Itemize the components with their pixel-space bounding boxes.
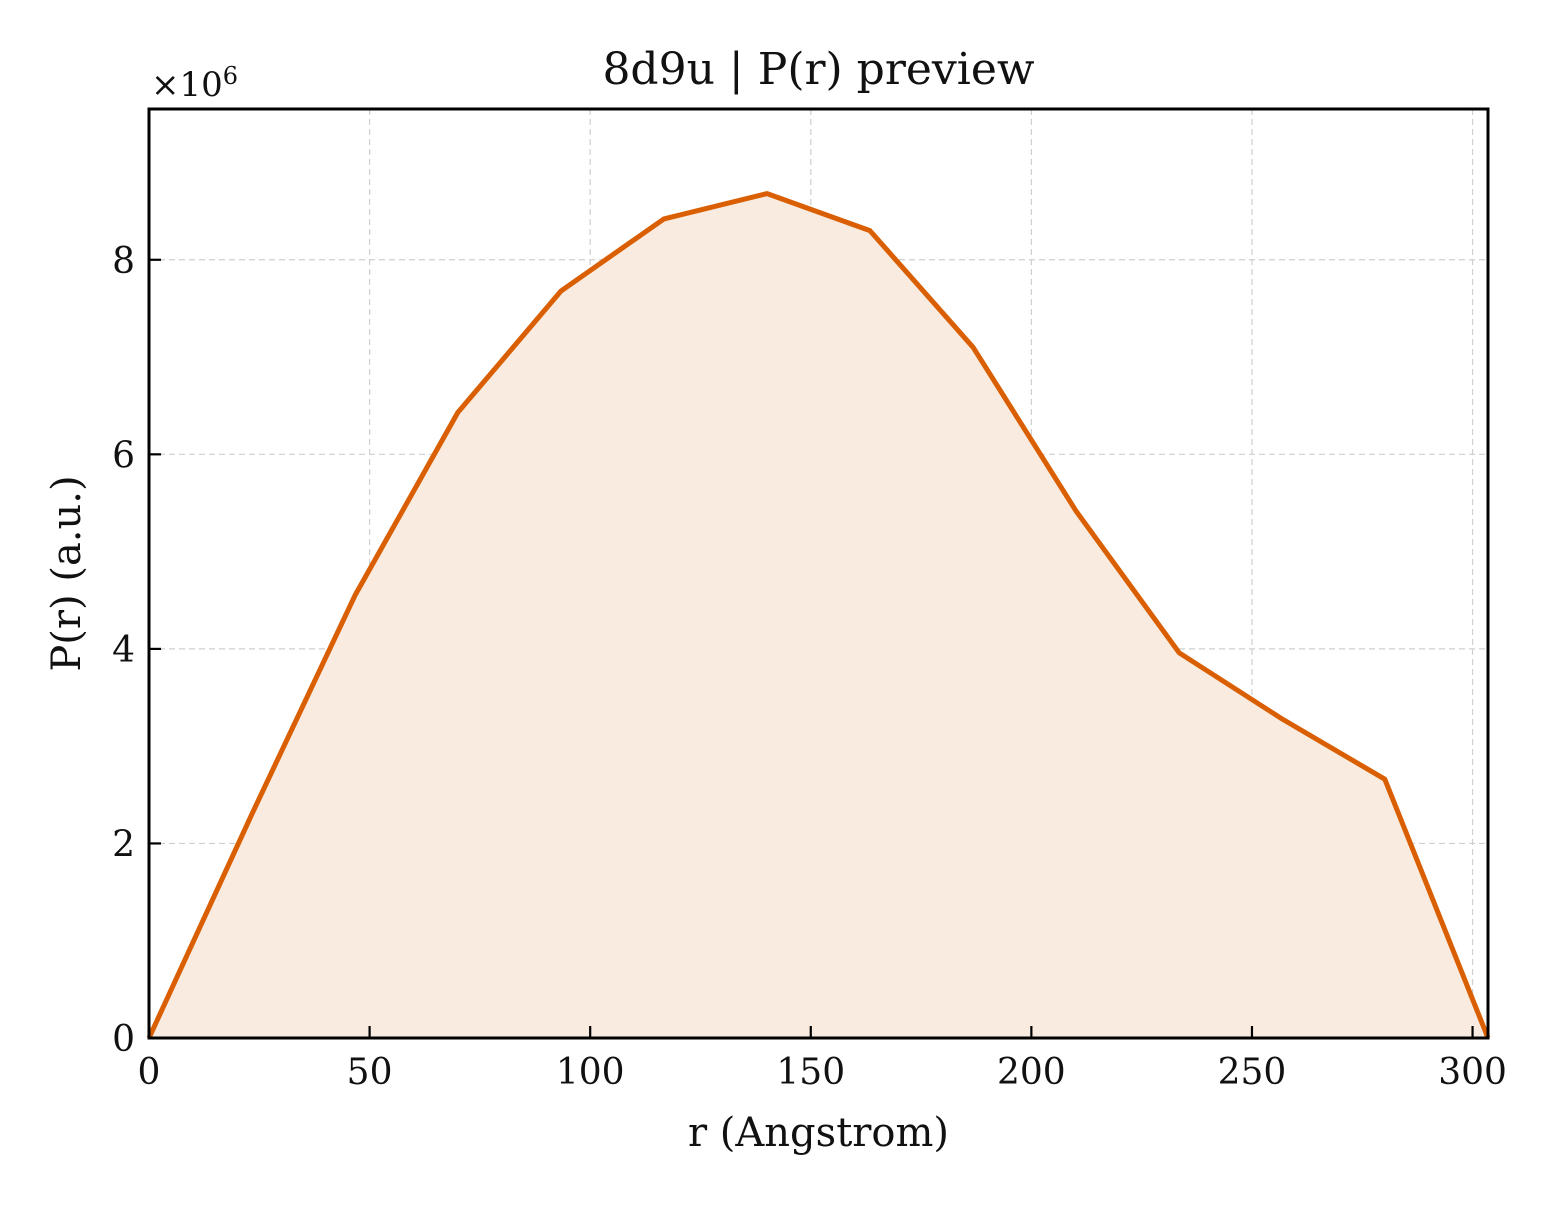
x-tick-label: 250 bbox=[1218, 1052, 1287, 1093]
x-tick-label: 50 bbox=[347, 1052, 393, 1093]
x-tick-label: 100 bbox=[556, 1052, 625, 1093]
plot-frame bbox=[147, 107, 1490, 1040]
y-tick-label: 6 bbox=[112, 435, 135, 476]
y-tick-label: 0 bbox=[112, 1019, 135, 1060]
axis-ticks: 0 50 100 150 200 250 300 0 2 4 6 8 bbox=[112, 241, 1507, 1093]
y-axis-label: P(r) (a.u.) bbox=[44, 475, 90, 671]
x-axis-label: r (Angstrom) bbox=[688, 1110, 949, 1156]
x-tick-label: 150 bbox=[776, 1052, 845, 1093]
pr-area-fill bbox=[149, 193, 1488, 1039]
y-multiplier-exponent: 6 bbox=[223, 62, 238, 90]
y-multiplier-base: ×10 bbox=[151, 65, 223, 105]
y-tick-label: 8 bbox=[112, 241, 135, 282]
x-tick-label: 300 bbox=[1438, 1052, 1507, 1093]
pr-series-line bbox=[146, 191, 1491, 1040]
x-tick-label: 200 bbox=[997, 1052, 1066, 1093]
y-tick-label: 2 bbox=[112, 824, 135, 865]
chart-title: 8d9u | P(r) preview bbox=[602, 44, 1034, 95]
y-tick-label: 4 bbox=[112, 630, 135, 671]
x-tick-label: 0 bbox=[138, 1052, 161, 1093]
y-axis-multiplier: ×106 bbox=[151, 62, 238, 105]
